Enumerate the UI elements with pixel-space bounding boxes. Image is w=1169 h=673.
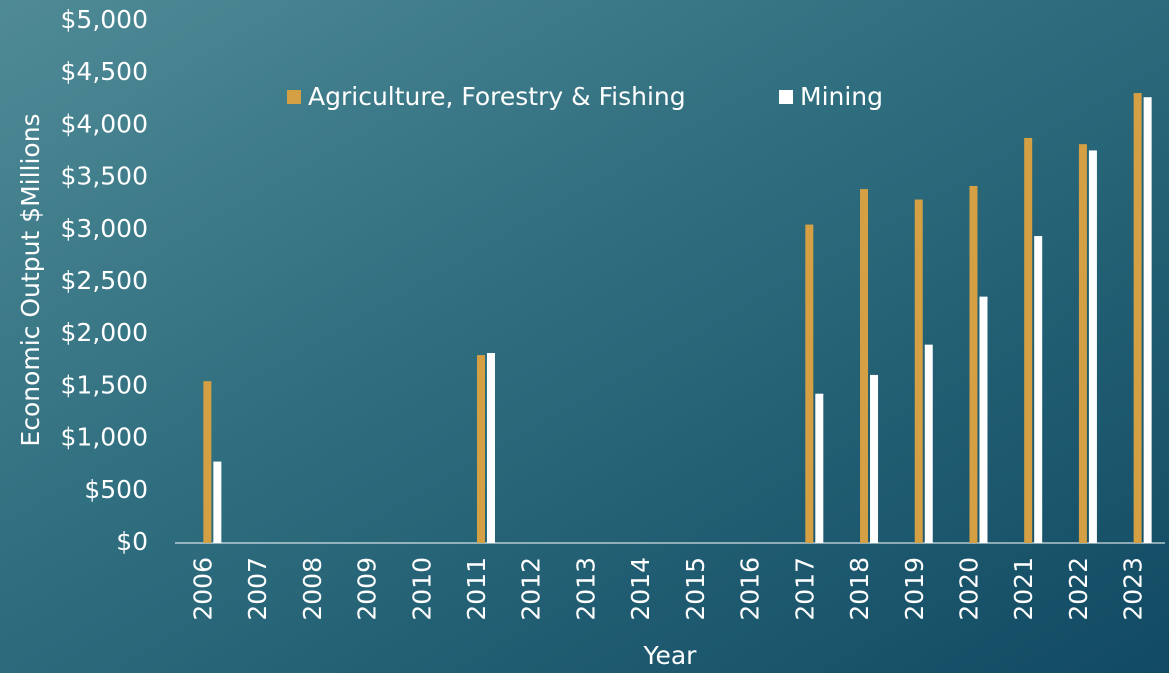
x-tick-label: 2016: [736, 557, 765, 621]
x-tick-label: 2015: [681, 557, 710, 621]
bar: [203, 381, 211, 543]
bar: [213, 462, 221, 543]
legend-label: Mining: [800, 82, 883, 111]
y-tick-label: $0: [116, 527, 148, 556]
bar: [1134, 93, 1142, 543]
bar: [969, 186, 977, 543]
x-tick-label: 2019: [900, 557, 929, 621]
y-tick-label: $4,000: [61, 109, 148, 138]
page: Year Economic Output $Millions $0 $500 $1,…: [0, 0, 1169, 673]
x-tick-label: 2014: [626, 557, 655, 621]
x-tick-label: 2021: [1009, 557, 1038, 621]
bar: [1034, 236, 1042, 543]
y-tick-label: $5,000: [61, 5, 148, 34]
y-tick-label: $3,500: [61, 162, 148, 191]
x-tick-label: 2010: [407, 557, 436, 621]
x-tick-label: 2023: [1119, 557, 1148, 621]
y-tick-label: $1,500: [61, 370, 148, 399]
bar: [1079, 144, 1087, 543]
bar: [1089, 150, 1097, 543]
bar: [979, 297, 987, 543]
x-tick-label: 2013: [571, 557, 600, 621]
y-tick-label: $3,000: [61, 214, 148, 243]
y-tick-label: $4,500: [61, 57, 148, 86]
legend-label: Agriculture, Forestry & Fishing: [308, 82, 686, 111]
bar: [1024, 138, 1032, 543]
bar: [1144, 97, 1152, 543]
x-tick-label: 2022: [1064, 557, 1093, 621]
bar: [487, 353, 495, 543]
y-tick-label: $1,000: [61, 423, 148, 452]
y-tick-label: $2,500: [61, 266, 148, 295]
y-tick-label: $2,000: [61, 318, 148, 347]
chart: Year Economic Output $Millions $0 $500 $1,…: [0, 0, 1169, 673]
legend-swatch: [287, 90, 301, 104]
x-tick-label: 2011: [462, 557, 491, 621]
bar: [925, 345, 933, 543]
x-tick-label: 2012: [517, 557, 546, 621]
x-axis-title: Year: [643, 641, 698, 670]
bar: [860, 189, 868, 543]
y-tick-label: $500: [84, 475, 148, 504]
x-tick-label: 2018: [845, 557, 874, 621]
y-axis-title: Economic Output $Millions: [16, 113, 45, 446]
x-tick-label: 2020: [954, 557, 983, 621]
bar: [805, 225, 813, 543]
x-tick-label: 2009: [353, 557, 382, 621]
x-tick-label: 2017: [790, 557, 819, 621]
bar: [870, 375, 878, 543]
x-tick-label: 2006: [188, 557, 217, 621]
bar: [815, 394, 823, 543]
bar: [915, 200, 923, 543]
x-tick-label: 2008: [298, 557, 327, 621]
legend-swatch: [779, 90, 793, 104]
x-tick-label: 2007: [243, 557, 272, 621]
bar: [477, 355, 485, 543]
